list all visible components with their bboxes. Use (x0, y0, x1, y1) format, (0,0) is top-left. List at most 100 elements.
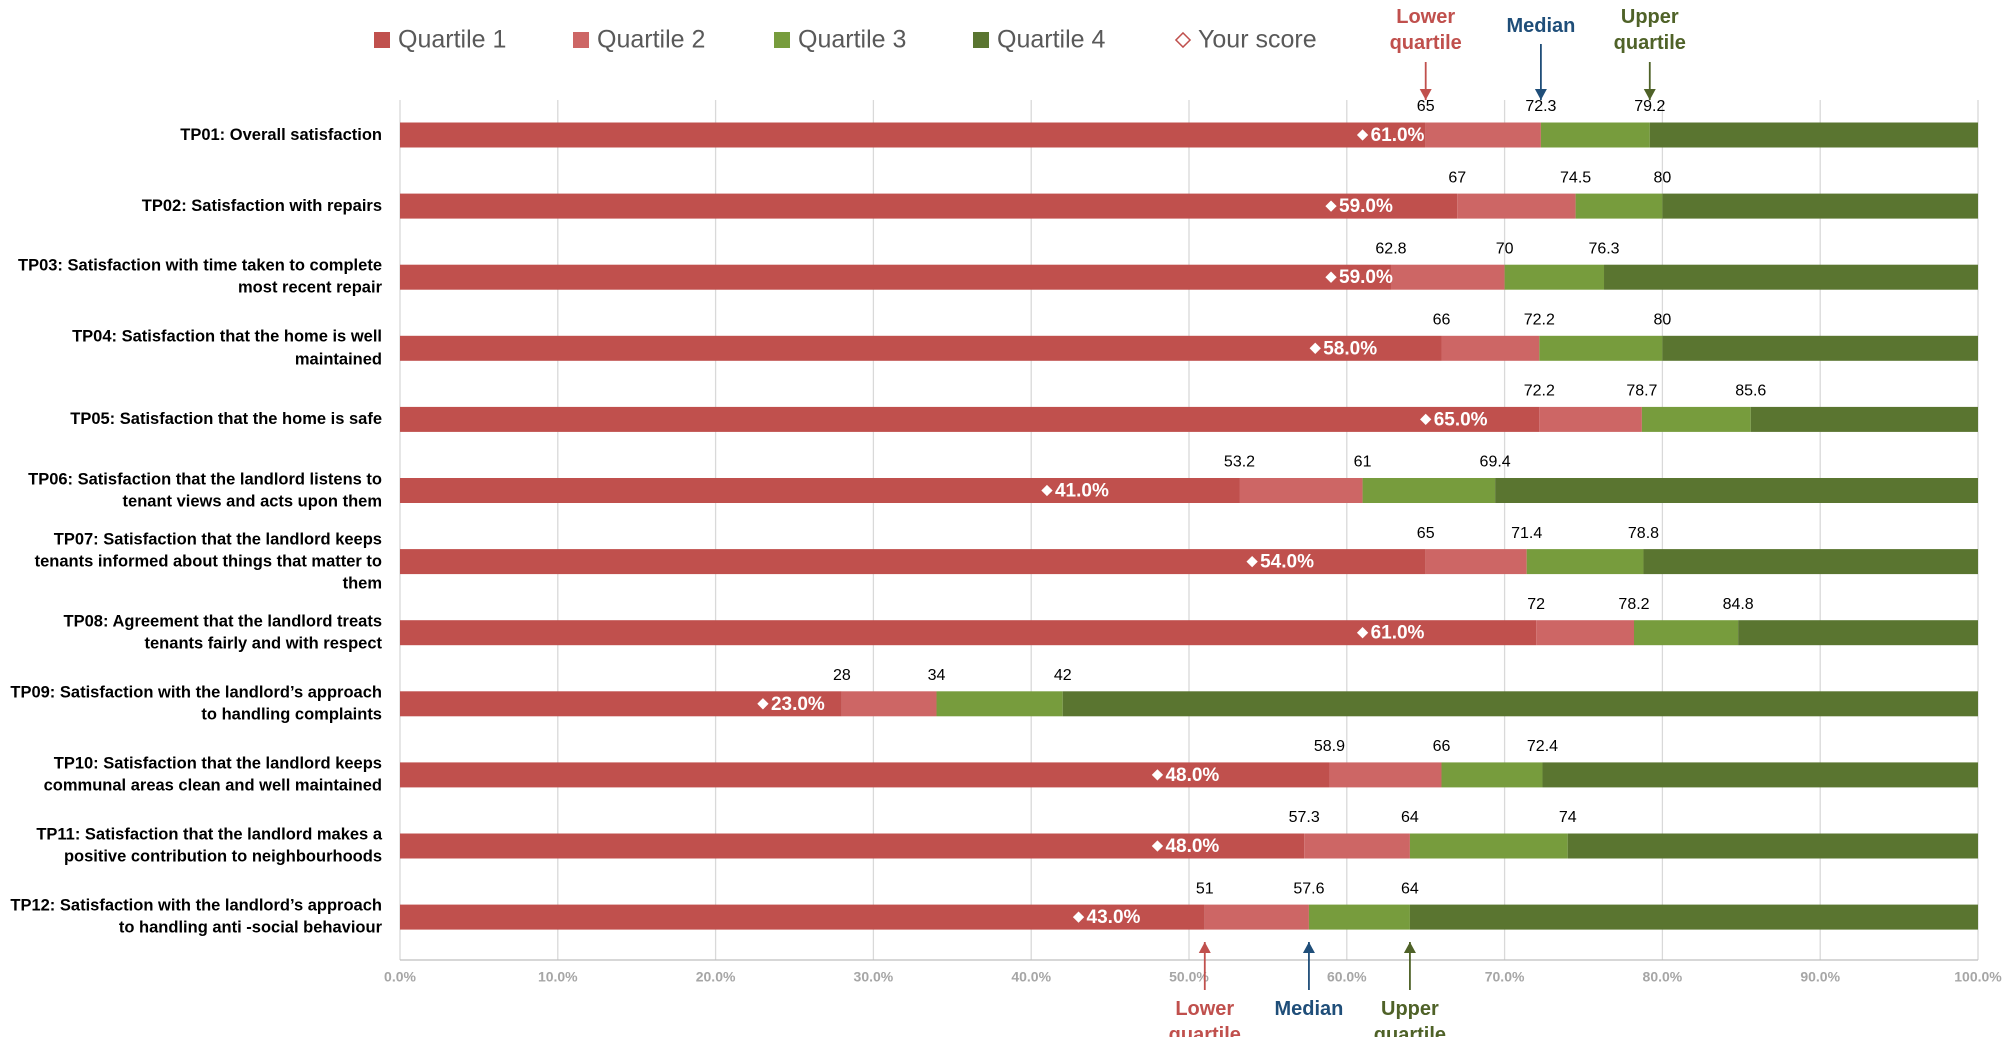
score-marker (1420, 413, 1432, 426)
category-label: TP09: Satisfaction with the landlord’s a… (10, 683, 382, 724)
score-label: 54.0% (1260, 552, 1314, 573)
score-label: 65.0% (1434, 409, 1488, 430)
x-tick-label: 30.0% (854, 969, 894, 985)
boundary-label: 53.2 (1224, 454, 1255, 471)
boundary-label: 78.8 (1628, 525, 1659, 542)
bar-segment (1495, 478, 1978, 503)
bar-segment (1308, 904, 1410, 930)
score-label: 41.0% (1055, 481, 1109, 502)
boundary-label: 57.3 (1289, 809, 1320, 826)
bar-segment (400, 620, 1537, 646)
bar-segment (1536, 620, 1634, 646)
boundary-label: 61 (1354, 454, 1372, 471)
category-label: TP08: Agreement that the landlord treats… (63, 612, 382, 653)
annotation-arrowhead (1302, 942, 1315, 953)
bar-segment (1062, 691, 1978, 717)
bar-segment (1441, 335, 1540, 361)
category-label: TP12: Satisfaction with the landlord’s a… (10, 896, 382, 938)
boundary-label: 65 (1417, 98, 1435, 115)
annotation: Median (1506, 15, 1575, 37)
category-label: TP10: Satisfaction that the landlord kee… (43, 754, 382, 795)
annotation: Upper quartile (1614, 6, 1686, 54)
bar-segment (1457, 193, 1576, 219)
x-tick-label: 50.0% (1169, 969, 1209, 985)
bar-segment (1643, 549, 1978, 575)
score-marker (1325, 271, 1337, 283)
boundary-label: 72 (1527, 596, 1545, 613)
score-label: 23.0% (771, 694, 825, 715)
boundary-label: 72.4 (1527, 738, 1558, 755)
boundary-label: 70 (1496, 240, 1514, 257)
score-label: 59.0% (1339, 196, 1393, 217)
boundary-label: 79.2 (1634, 98, 1665, 115)
bar-segment (1329, 762, 1442, 788)
score-label: 61.0% (1371, 125, 1425, 146)
bar-segment (1649, 122, 1978, 148)
x-tick-label: 80.0% (1643, 969, 1683, 985)
boundary-label: 34 (928, 667, 946, 684)
boundary-label: 66 (1433, 312, 1451, 329)
legend-swatch (374, 32, 390, 48)
legend-label: Quartile 4 (997, 26, 1105, 54)
bar-segment (1662, 193, 1978, 219)
boundary-label: 74 (1559, 809, 1577, 826)
bar-segment (1539, 406, 1642, 432)
category-label: TP02: Satisfaction with repairs (141, 196, 382, 215)
bar-segment (400, 122, 1426, 148)
annotation: Lower quartile (1169, 998, 1241, 1037)
bar-segment (841, 691, 937, 717)
score-marker (1356, 129, 1369, 141)
bar-segment (1304, 833, 1410, 859)
bar-segment (1567, 833, 1978, 859)
category-label: TP03: Satisfaction with time taken to co… (18, 256, 382, 298)
x-tick-label: 0.0% (384, 969, 416, 985)
boundary-label: 69.4 (1480, 454, 1511, 471)
x-tick-label: 100.0% (1954, 969, 2002, 985)
bar-segment (1425, 549, 1527, 575)
legend-label: Quartile 3 (798, 26, 906, 54)
score-marker (1356, 627, 1369, 639)
score-label: 48.0% (1165, 765, 1219, 786)
bar-segment (400, 335, 1442, 361)
boundary-label: 85.6 (1735, 383, 1766, 400)
legend-swatch (573, 32, 589, 48)
bar-segment (1633, 620, 1739, 646)
bar-segment (400, 406, 1540, 432)
boundary-label: 72.2 (1524, 383, 1555, 400)
bar-segment (1542, 762, 1978, 788)
category-label: TP05: Satisfaction that the home is safe (70, 410, 382, 429)
annotation-arrowhead (1198, 942, 1211, 953)
annotation-arrowhead (1419, 89, 1432, 100)
boundary-label: 78.2 (1618, 596, 1649, 613)
boundary-label: 51 (1196, 880, 1214, 897)
annotation: Median (1274, 998, 1343, 1020)
category-label: TP04: Satisfaction that the home is well… (72, 328, 382, 369)
bar-segment (1390, 264, 1505, 290)
boundary-label: 80 (1654, 169, 1672, 186)
score-marker (1041, 484, 1053, 497)
score-label: 59.0% (1339, 267, 1393, 288)
bar-segment (1540, 122, 1650, 148)
category-label: TP07: Satisfaction that the landlord kee… (34, 530, 382, 593)
score-label: 58.0% (1323, 338, 1377, 359)
bar-segment (400, 904, 1205, 930)
legend-swatch (973, 32, 989, 48)
bar-segment (1575, 193, 1663, 219)
score-label: 48.0% (1165, 836, 1219, 857)
bar-segment (1362, 478, 1496, 503)
bar-segment (1441, 762, 1543, 788)
boundary-label: 66 (1433, 738, 1451, 755)
x-tick-label: 40.0% (1011, 969, 1051, 985)
score-label: 43.0% (1087, 907, 1141, 928)
boundary-label: 80 (1654, 312, 1672, 329)
boundary-label: 76.3 (1588, 240, 1619, 257)
score-marker (1309, 342, 1321, 354)
bar-segment (1641, 406, 1751, 432)
boundary-label: 72.2 (1524, 312, 1555, 329)
x-tick-label: 20.0% (696, 969, 736, 985)
score-marker (1072, 911, 1085, 923)
bar-segment (1204, 904, 1309, 930)
annotation-arrowhead (1403, 942, 1416, 953)
